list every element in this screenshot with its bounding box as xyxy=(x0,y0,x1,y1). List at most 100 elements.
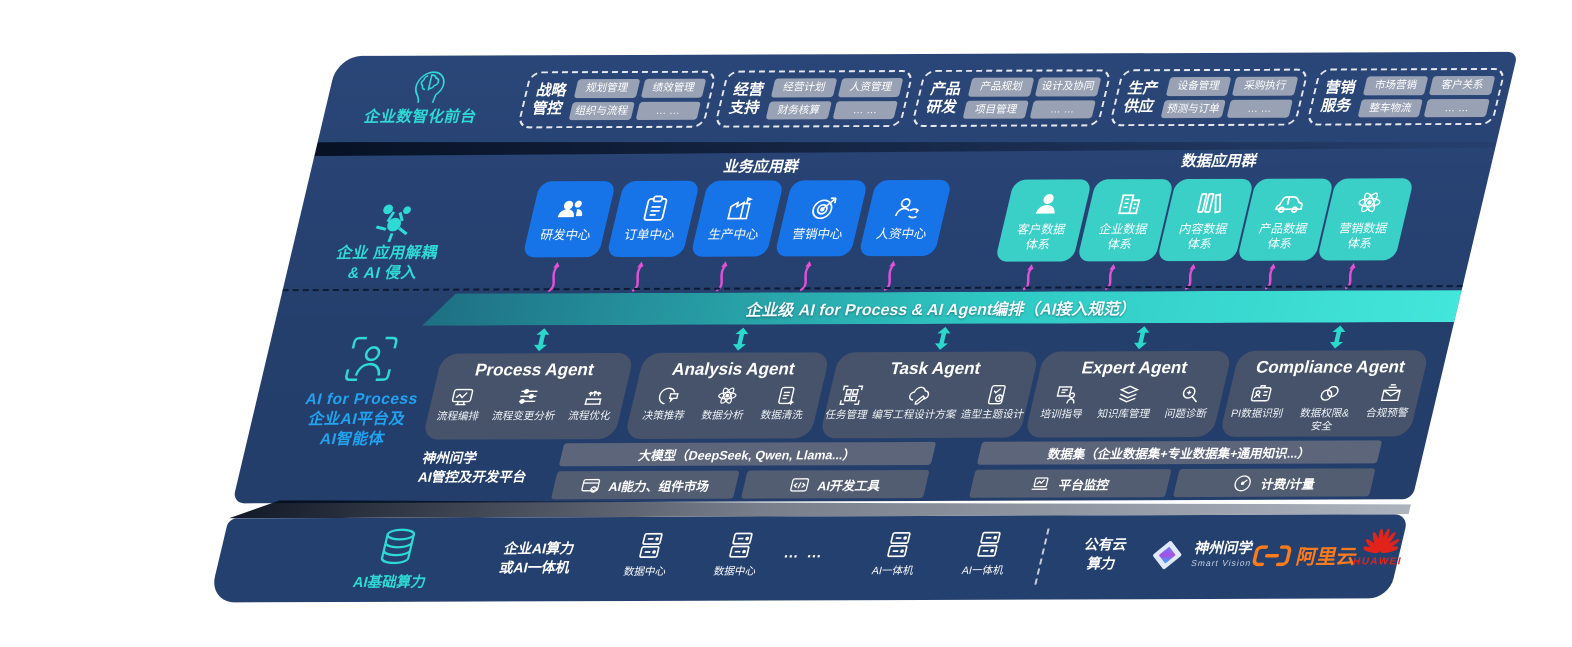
pill: … … xyxy=(635,101,702,120)
agent-compliance: Compliance Agent PI数据识别 数据权限& 安全 合规预警 xyxy=(1219,350,1430,437)
design-check-icon xyxy=(987,384,1006,405)
server-icon xyxy=(639,532,663,558)
pill: 整车物流 xyxy=(1357,98,1424,118)
pill: 项目管理 xyxy=(963,100,1029,119)
double-arrow-icon xyxy=(733,327,749,351)
linked-rings-icon xyxy=(1320,385,1339,401)
clipboard-icon xyxy=(643,195,668,221)
cloud-edit-icon xyxy=(908,386,929,405)
head-brain-icon xyxy=(415,71,445,104)
agent-item: 合规预警 xyxy=(1362,382,1416,432)
component-market-icon xyxy=(581,478,601,493)
appbox-marketing-center: 营销中心 xyxy=(774,180,869,257)
agent-item: 流程变更分析 xyxy=(491,385,563,423)
pill: 设计及协同 xyxy=(1034,77,1101,97)
diagram-scene: 企业数智化前台 战略管控 规划管理 绩效管理 组织与流程 … … 经营支持 经营… xyxy=(208,51,1518,603)
monitor-icon xyxy=(1031,476,1049,490)
group-production-supply: 生产供应 设备管理 采购执行 预测与订单 … … xyxy=(1108,68,1310,127)
double-arrow-icon xyxy=(534,328,550,352)
diamond-gradient-icon xyxy=(1153,541,1182,570)
decoupling-label: 企业 应用解耦 & AI 侵入 xyxy=(296,197,484,284)
pill: … … xyxy=(1029,99,1096,119)
agent-item: 知识库管理 xyxy=(1096,383,1157,421)
ai-platform-label: AI for Process 企业AI平台及 AI智能体 xyxy=(275,334,453,451)
appbox-customer-data: 客户数据体系 xyxy=(994,179,1093,262)
ellipsis: … … xyxy=(782,544,827,562)
database-icon xyxy=(380,528,416,565)
appbox-content-data: 内容数据体系 xyxy=(1156,178,1255,262)
infra-band: AI基础算力 企业AI算力 或AI一体机 数据中心 数据中心 … … AI一体机… xyxy=(208,514,1409,603)
doc-clean-icon xyxy=(778,386,795,406)
agent-item: PI数据识别 xyxy=(1227,383,1291,433)
pill: … … xyxy=(832,100,899,120)
capability-market-cell: AI能力、组件市场 xyxy=(550,470,740,500)
appbox-marketing-data: 营销数据体系 xyxy=(1316,178,1415,261)
atom-icon xyxy=(718,387,737,404)
pill: … … xyxy=(1226,99,1293,118)
pill: 绩效管理 xyxy=(640,78,707,98)
books-icon xyxy=(1197,192,1222,214)
pill: 产品规划 xyxy=(968,77,1035,97)
aliyun-logo: 阿里云 xyxy=(1250,540,1361,569)
infra-label: AI基础算力 xyxy=(351,574,428,591)
front-office-groups: 战略管控 规划管理 绩效管理 组织与流程 … … 经营支持 经营计划 人资管理 … xyxy=(516,67,1507,129)
pill: 客户关系 xyxy=(1429,75,1496,95)
target-icon xyxy=(812,197,837,219)
magenta-arrow xyxy=(547,261,560,293)
model-panel: 大模型（DeepSeek, Qwen, Llama...） AI能力、组件市场 … xyxy=(550,441,937,500)
shenzhou-logo: 神州问学 Smart Vision xyxy=(1145,537,1258,573)
vertical-dashed-divider xyxy=(1034,528,1050,585)
dev-tools-cell: AI开发工具 xyxy=(740,469,930,499)
appbox-order-center: 订单中心 xyxy=(606,180,701,258)
double-arrow-icon xyxy=(1134,326,1150,350)
server-icon xyxy=(729,532,753,558)
pill: 预测与订单 xyxy=(1160,99,1227,119)
platform-label: 神州问学 AI管控及开发平台 xyxy=(416,450,529,485)
magenta-arrow xyxy=(1344,263,1356,290)
magenta-arrow xyxy=(631,261,644,292)
group-operation: 经营支持 经营计划 人资管理 财务核算 … … xyxy=(713,69,915,128)
person-scan-icon xyxy=(345,336,398,382)
training-icon xyxy=(1056,386,1076,404)
appbox-enterprise-data: 企业数据体系 xyxy=(1076,179,1175,262)
huawei-logo: HUAWEI xyxy=(1344,528,1417,567)
dataset-bar: 数据集（企业数据集+专业数据集+通用知识...） xyxy=(976,440,1383,465)
flow-monitor-icon xyxy=(452,388,474,406)
agent-item: 数据清洗 xyxy=(759,384,810,422)
model-bar: 大模型（DeepSeek, Qwen, Llama...） xyxy=(558,441,937,467)
factory-icon xyxy=(727,196,754,220)
appbox-rd-center: 研发中心 xyxy=(522,181,617,258)
huawei-flower-icon xyxy=(1362,528,1400,554)
building-icon xyxy=(1118,193,1141,214)
business-apps-title: 业务应用群 xyxy=(721,158,801,176)
group-strategy: 战略管控 规划管理 绩效管理 组织与流程 … … xyxy=(516,70,718,129)
molecule-icon xyxy=(375,204,411,243)
pill: 设备管理 xyxy=(1165,76,1232,96)
agent-item: 决策推荐 xyxy=(641,385,692,423)
group-product-rd: 产品研发 产品规划 设计及协同 项目管理 … … xyxy=(911,69,1112,127)
agent-item: 流程优化 xyxy=(567,385,618,423)
public-cloud-label: 公有云 算力 xyxy=(1082,536,1129,572)
dataset-panel: 数据集（企业数据集+专业数据集+通用知识...） 平台监控 计费/计量 xyxy=(968,440,1383,498)
agent-item: 培训指导 xyxy=(1039,383,1090,421)
pill: 市场营销 xyxy=(1362,76,1429,95)
platform-monitor-cell: 平台监控 xyxy=(968,469,1172,498)
agent-item: 流程编排 xyxy=(435,385,486,423)
infra-label-cluster: AI基础算力 xyxy=(329,526,461,592)
server-icon xyxy=(977,531,1001,557)
layers-icon xyxy=(1118,385,1140,403)
magenta-arrow xyxy=(1264,263,1276,290)
aliyun-brackets-icon xyxy=(1252,544,1292,566)
people-flow-icon xyxy=(894,197,920,219)
appbox-hr-center: 人资中心 xyxy=(858,179,953,257)
magenta-arrow xyxy=(1104,263,1116,291)
double-arrow-icon xyxy=(935,326,951,350)
double-arrow-icon xyxy=(1330,325,1346,349)
dev-tools-icon xyxy=(789,477,810,492)
magenta-arrow xyxy=(1022,264,1034,291)
agent-task: Task Agent 任务管理 编写工程设计方案 造型主题设计 xyxy=(819,351,1040,439)
aio-node: AI一体机 xyxy=(860,530,933,578)
server-icon xyxy=(887,532,911,558)
magenta-arrow xyxy=(883,260,896,292)
